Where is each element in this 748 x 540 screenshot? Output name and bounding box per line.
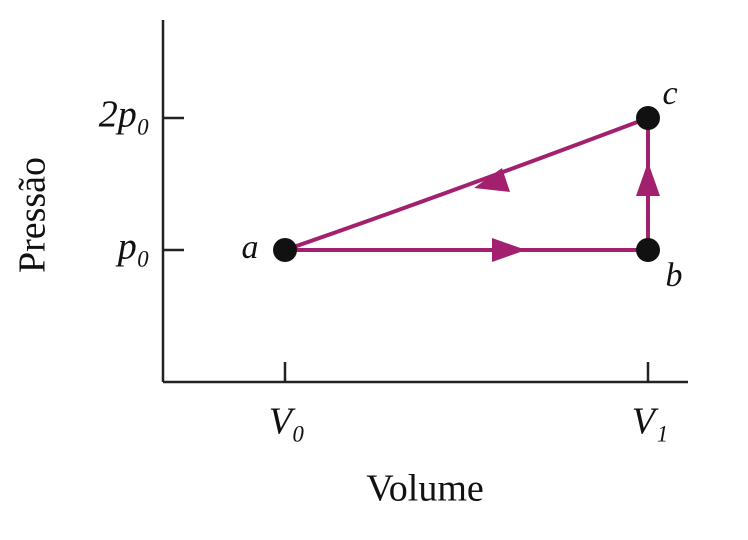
y-axis-title: Pressão [12, 157, 54, 273]
x-tick-label: V₁ [632, 401, 668, 443]
point-label: a [242, 229, 259, 266]
point-label: c [662, 75, 677, 112]
x-tick-label: V₀ [269, 401, 305, 443]
point-a [273, 238, 297, 262]
x-axis-title: Volume [366, 468, 484, 510]
arrow-up [636, 162, 660, 196]
arrow-left [474, 168, 510, 192]
arrow-right [492, 238, 526, 262]
point-c [636, 106, 660, 130]
points [273, 106, 660, 262]
point-b [636, 238, 660, 262]
arrows [474, 162, 660, 262]
path-ca [284, 116, 649, 252]
y-tick-label: p₀ [115, 226, 150, 268]
point-label: b [666, 257, 683, 294]
cycle-path [284, 116, 650, 252]
y-tick-label: 2p₀ [99, 94, 150, 136]
axes [161, 20, 688, 384]
